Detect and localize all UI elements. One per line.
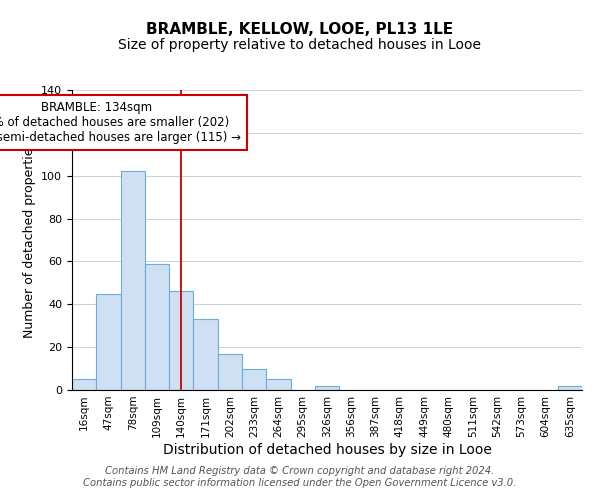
Bar [315,386,339,390]
Text: BRAMBLE, KELLOW, LOOE, PL13 1LE: BRAMBLE, KELLOW, LOOE, PL13 1LE [146,22,454,38]
Bar [121,172,145,390]
Bar [72,380,96,390]
Bar [96,294,121,390]
X-axis label: Distribution of detached houses by size in Looe: Distribution of detached houses by size … [163,442,491,456]
Bar [266,380,290,390]
Bar [193,320,218,390]
Text: Size of property relative to detached houses in Looe: Size of property relative to detached ho… [119,38,482,52]
Bar [169,292,193,390]
Y-axis label: Number of detached properties: Number of detached properties [23,142,35,338]
Bar [218,354,242,390]
Text: Contains HM Land Registry data © Crown copyright and database right 2024.
Contai: Contains HM Land Registry data © Crown c… [83,466,517,487]
Bar [242,368,266,390]
Text: BRAMBLE: 134sqm
← 64% of detached houses are smaller (202)
36% of semi-detached : BRAMBLE: 134sqm ← 64% of detached houses… [0,100,241,144]
Bar [145,264,169,390]
Bar [558,386,582,390]
